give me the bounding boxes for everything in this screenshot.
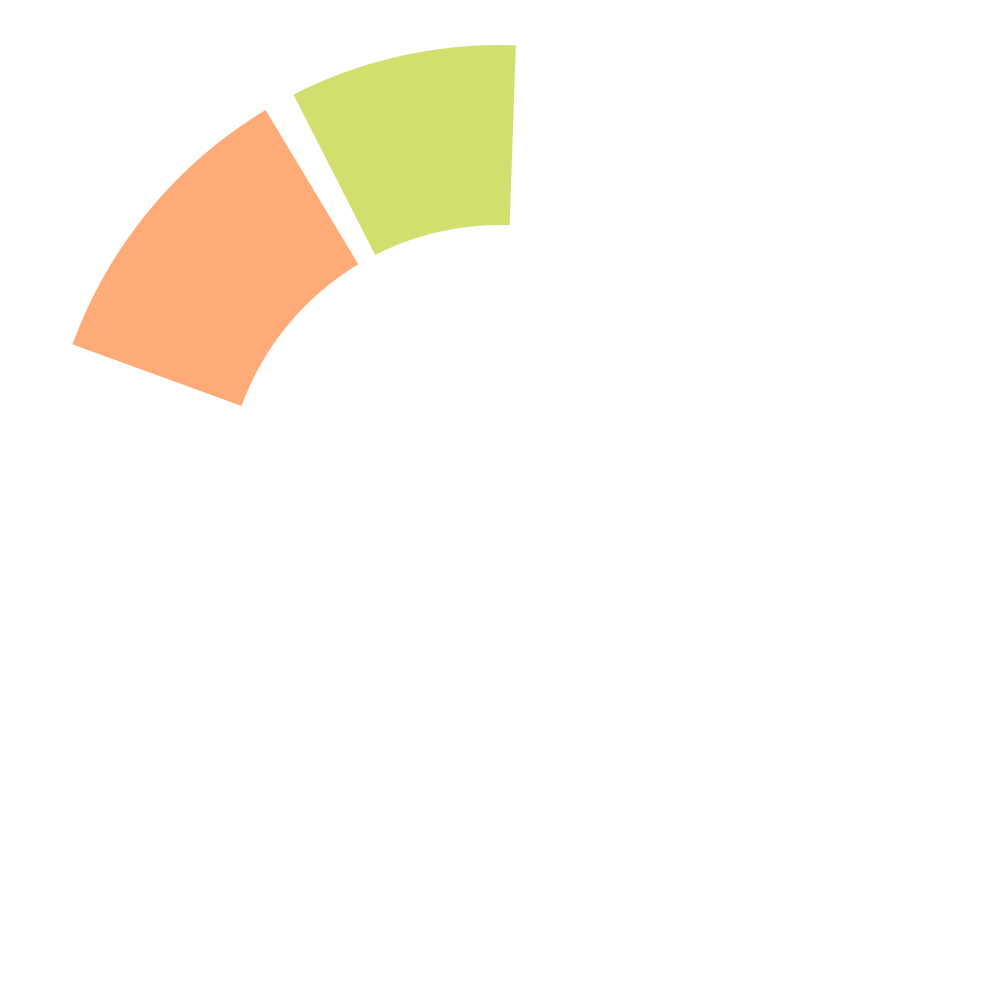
donut-slice-2 [72, 109, 359, 406]
donut-slice-1 [293, 45, 516, 255]
